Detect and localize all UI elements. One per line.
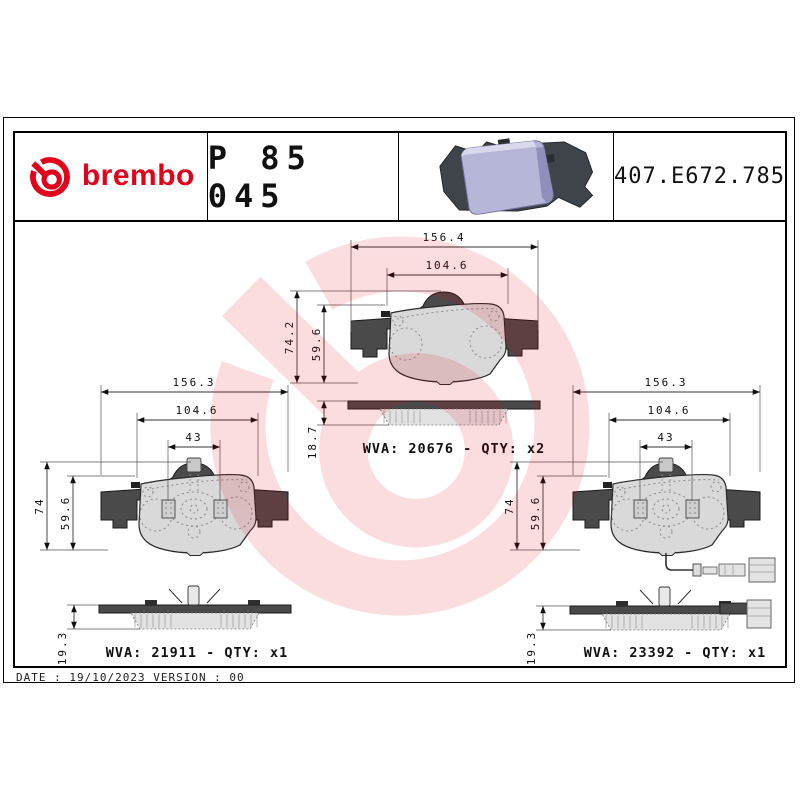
- dim-left-width-outer: 156.3: [100, 376, 289, 475]
- dim-left-thickness: 19.3: [56, 604, 140, 666]
- wear-sensor-wire: [665, 553, 776, 583]
- svg-text:19.3: 19.3: [56, 631, 69, 666]
- header-part-number-cell: P 85 045: [208, 133, 400, 220]
- drawing-right: 156.3 104.6 43 74: [503, 376, 776, 666]
- pad-side-view-left: [98, 585, 292, 630]
- brake-pad-3d-render: [439, 138, 594, 215]
- header-code-cell: 407.E672.785: [614, 133, 785, 220]
- header-logo-cell: brembo: [15, 133, 208, 220]
- pad-front-view-right: [573, 458, 760, 556]
- svg-text:18.7: 18.7: [306, 425, 319, 460]
- dim-right-width-outer: 156.3: [572, 376, 761, 475]
- svg-text:156.3: 156.3: [644, 376, 687, 389]
- catalog-code: 407.E672.785: [614, 164, 785, 189]
- dim-right-width-inner: 104.6: [608, 404, 731, 478]
- brand-wordmark: brembo: [81, 158, 195, 192]
- sheet-border: brembo P 85 045: [13, 131, 787, 668]
- wva-label-top: WVA: 20676 - QTY: x2: [363, 441, 546, 457]
- dim-left-height-outer: 74: [33, 461, 191, 551]
- header-render-cell: [399, 133, 615, 220]
- wva-label-right: WVA: 23392 - QTY: x1: [584, 645, 767, 661]
- svg-text:59.6: 59.6: [59, 496, 72, 531]
- pad-side-view-right: [569, 586, 772, 631]
- outer-frame: brembo P 85 045: [3, 117, 795, 684]
- brembo-ring-icon: [29, 156, 70, 197]
- svg-text:43: 43: [185, 431, 202, 444]
- footer-date-line: DATE : 19/10/2023 VERSION : 00: [16, 671, 245, 684]
- svg-text:104.6: 104.6: [647, 404, 690, 417]
- dim-right-tab-width: 43: [639, 431, 693, 501]
- drawing-area: 156.4 104.6 74.2 59.: [15, 222, 785, 666]
- svg-text:43: 43: [657, 431, 674, 444]
- header-table: brembo P 85 045: [15, 133, 785, 222]
- svg-text:156.3: 156.3: [172, 376, 215, 389]
- dim-left-height-inner: 59.6: [59, 475, 135, 550]
- wva-label-left: WVA: 21911 - QTY: x1: [106, 645, 289, 661]
- svg-text:104.6: 104.6: [175, 404, 218, 417]
- render-pad: [461, 140, 554, 215]
- svg-text:19.3: 19.3: [525, 631, 538, 666]
- dim-right-thickness: 19.3: [525, 605, 611, 666]
- part-number: P 85 045: [207, 138, 313, 215]
- svg-text:74: 74: [33, 497, 46, 514]
